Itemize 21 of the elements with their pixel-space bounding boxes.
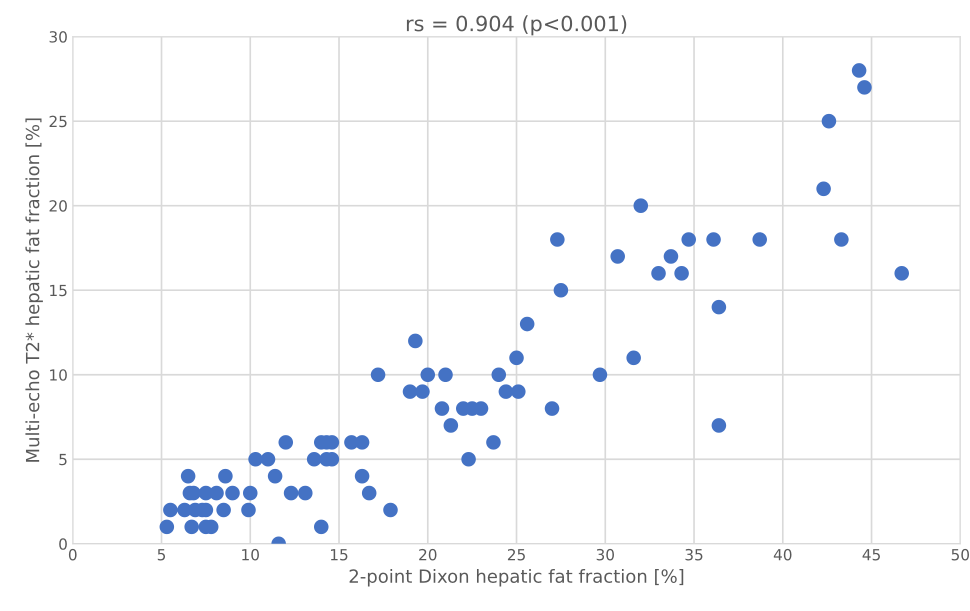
- x-tick-label: 25: [508, 548, 525, 560]
- x-tick-label: 20: [419, 548, 436, 560]
- chart-title: rs = 0.904 (p<0.001): [406, 15, 626, 36]
- x-tick-label: 50: [952, 548, 970, 560]
- y-tick-label: 25: [50, 116, 67, 128]
- y-axis-title: Multi-echo T2* hepatic fat fraction [%]: [25, 118, 43, 462]
- y-tick-label: 5: [59, 454, 67, 466]
- x-tick-label: 5: [158, 549, 166, 560]
- y-tick-label: 15: [50, 284, 67, 296]
- x-tick-label: 35: [685, 548, 702, 560]
- y-tick-label: 0: [59, 538, 67, 550]
- x-tick-label: 45: [862, 549, 880, 560]
- y-tick-label: 30: [50, 31, 67, 43]
- x-tick-label: 40: [774, 548, 792, 560]
- x-tick-label: 10: [242, 548, 259, 560]
- y-tick-label: 10: [50, 369, 67, 381]
- y-tick-label: 20: [50, 200, 67, 212]
- x-tick-label: 30: [596, 548, 614, 560]
- x-axis-title: 2-point Dixon hepatic fat fraction [%]: [350, 568, 684, 586]
- x-tick-label: 15: [330, 549, 348, 560]
- x-tick-label: 0: [68, 548, 77, 560]
